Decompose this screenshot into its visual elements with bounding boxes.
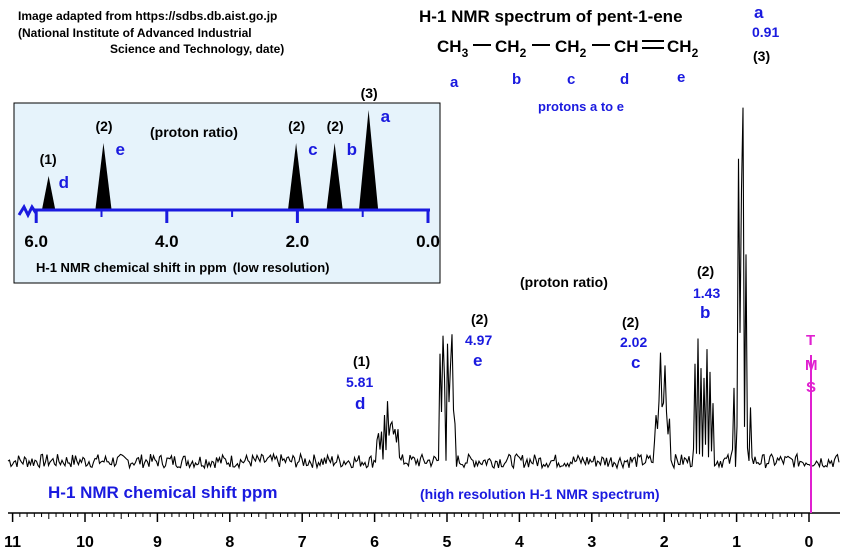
peak-annotation-a: a 0.91 (3) xyxy=(752,3,779,64)
peak-proton-a: a xyxy=(754,3,764,22)
main-axis-ticks: 11 10 9 8 7 6 5 4 3 2 1 0 xyxy=(4,513,814,551)
inset-axis-ticks: 6.0 4.0 2.0 0.0 xyxy=(24,210,440,251)
main-x-tick-label: 11 xyxy=(4,534,21,551)
molecule-group-e: CH2 xyxy=(667,37,699,60)
main-x-tick-label: 9 xyxy=(153,534,162,551)
peak-annotation-d: (1) 5.81 d xyxy=(346,353,373,413)
molecule-label-b: b xyxy=(512,71,521,88)
peak-proton-c: c xyxy=(631,353,640,372)
molecule-structure: CH3 CH2 CH2 CH CH2 xyxy=(437,37,699,60)
main-chart-title: (high resolution H-1 NMR spectrum) xyxy=(420,486,660,502)
low-resolution-inset: (proton ratio) (1)d(2)e(2)c(2)b(3)a 6.0 4… xyxy=(13,85,441,284)
peak-shift-e: 4.97 xyxy=(465,332,492,348)
inset-peak-a xyxy=(359,110,379,209)
main-spectrum xyxy=(7,107,840,470)
molecule-label-a: a xyxy=(450,74,459,91)
main-x-tick-label: 3 xyxy=(587,534,596,551)
inset-peak-b xyxy=(326,143,343,209)
peak-proton-b: b xyxy=(700,303,710,322)
inset-x-tick-label: 0.0 xyxy=(416,232,440,251)
peak-annotation-b: (2) 1.43 b xyxy=(693,263,720,322)
inset-peak-e xyxy=(95,143,112,209)
inset-peaks: (1)d(2)e(2)c(2)b(3)a xyxy=(40,85,391,209)
molecule-group-c: CH2 xyxy=(555,37,587,60)
main-x-axis-label: H-1 NMR chemical shift ppm xyxy=(48,483,278,502)
peak-proton-d: d xyxy=(355,394,365,413)
inset-ratio-label: (proton ratio) xyxy=(150,124,238,140)
main-ratio-label: (proton ratio) xyxy=(520,274,608,290)
inset-peak-label: d xyxy=(59,173,69,192)
tms-label-m: M xyxy=(805,357,818,374)
peak-shift-c: 2.02 xyxy=(620,334,647,350)
main-x-tick-label: 4 xyxy=(515,534,524,551)
inset-peak-d xyxy=(42,176,56,209)
molecule-group-b: CH2 xyxy=(495,37,527,60)
peak-proton-e: e xyxy=(473,351,482,370)
peak-ratio-a: (3) xyxy=(753,48,770,64)
source-note-line-1: Image adapted from https://sdbs.db.aist.… xyxy=(18,9,277,23)
source-note-line-2: (National Institute of Advanced Industri… xyxy=(18,26,252,40)
tms-label: T M S xyxy=(805,332,818,396)
molecule-label-c: c xyxy=(567,71,575,88)
tms-label-t: T xyxy=(806,332,815,349)
inset-x-tick-label: 2.0 xyxy=(286,232,310,251)
main-x-tick-label: 6 xyxy=(370,534,379,551)
inset-peak-ratio: (2) xyxy=(288,118,305,134)
inset-peak-ratio: (3) xyxy=(361,85,378,101)
tms-label-s: S xyxy=(806,379,816,396)
molecule-label-e: e xyxy=(677,69,685,86)
main-x-tick-label: 1 xyxy=(732,534,741,551)
page-title: H-1 NMR spectrum of pent-1-ene xyxy=(419,7,683,26)
peak-ratio-d: (1) xyxy=(353,353,370,369)
peak-ratio-e: (2) xyxy=(471,311,488,327)
inset-peak-ratio: (2) xyxy=(95,118,112,134)
peak-annotation-c: (2) 2.02 c xyxy=(620,314,647,372)
molecule-group-a: CH3 xyxy=(437,37,469,60)
inset-x-axis-label: H-1 NMR chemical shift in ppm (low resolu… xyxy=(36,260,329,275)
main-x-tick-label: 0 xyxy=(805,534,814,551)
peak-shift-d: 5.81 xyxy=(346,374,373,390)
inset-peak-label: a xyxy=(381,107,391,126)
inset-peak-ratio: (1) xyxy=(40,151,57,167)
main-x-tick-label: 8 xyxy=(225,534,234,551)
main-x-tick-label: 7 xyxy=(298,534,307,551)
axis-break-icon xyxy=(17,203,38,219)
peak-shift-a: 0.91 xyxy=(752,24,779,40)
peak-ratio-c: (2) xyxy=(622,314,639,330)
peak-annotation-e: (2) 4.97 e xyxy=(465,311,492,370)
molecule-labels: a b c d e xyxy=(450,69,685,91)
main-x-tick-label: 10 xyxy=(76,534,94,551)
main-x-tick-label: 2 xyxy=(660,534,669,551)
main-spectrum-trace xyxy=(7,107,840,470)
molecule-group-d: CH xyxy=(614,37,639,56)
inset-x-tick-label: 4.0 xyxy=(155,232,179,251)
source-note-line-3: Science and Technology, date) xyxy=(110,42,284,56)
inset-peak-label: c xyxy=(308,140,317,159)
peak-ratio-b: (2) xyxy=(697,263,714,279)
inset-peak-label: e xyxy=(115,140,124,159)
inset-peak-c xyxy=(288,143,305,209)
inset-peak-label: b xyxy=(347,140,357,159)
molecule-label-d: d xyxy=(620,71,629,88)
inset-x-tick-label: 6.0 xyxy=(24,232,48,251)
peak-shift-b: 1.43 xyxy=(693,285,720,301)
inset-peak-ratio: (2) xyxy=(327,118,344,134)
main-x-tick-label: 5 xyxy=(443,534,452,551)
molecule-caption: protons a to e xyxy=(538,99,624,114)
